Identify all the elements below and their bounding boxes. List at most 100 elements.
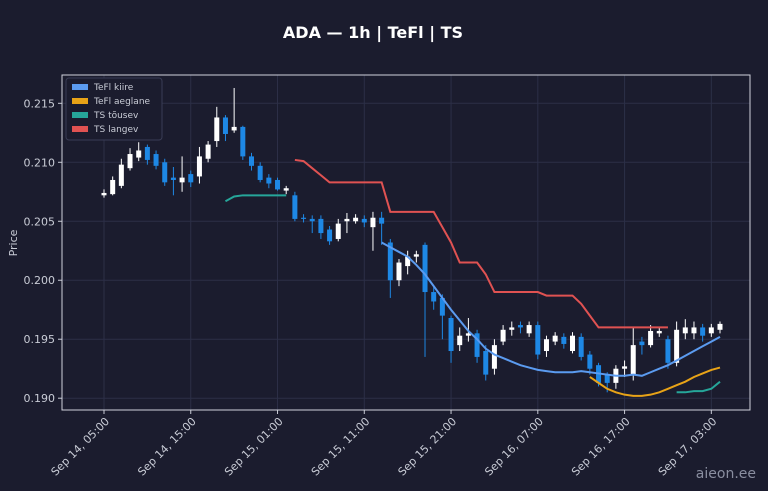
candle-body	[439, 297, 445, 316]
candle-body	[222, 117, 228, 134]
candle-body	[465, 333, 471, 336]
x-tick-label: Sep 15, 01:00	[222, 415, 286, 479]
candle-body	[266, 177, 272, 184]
y-tick-label: 0.210	[24, 156, 56, 169]
candle-body	[491, 345, 497, 369]
candle-body	[153, 154, 159, 166]
legend-swatch	[72, 98, 88, 104]
candle-body	[144, 146, 150, 160]
legend: TeFl kiire TeFl aeglane TS tõusev TS langev	[65, 77, 163, 141]
watermark: aieon.ee	[696, 466, 756, 482]
candle-body	[118, 164, 124, 186]
candle-body	[335, 223, 341, 239]
y-axis-label: Price	[7, 229, 20, 256]
candle-body	[205, 144, 211, 159]
candle-body	[353, 217, 359, 222]
candle-body	[656, 330, 662, 334]
candle-body	[179, 177, 185, 183]
legend-label: TS langev	[93, 125, 139, 135]
candle-body	[604, 374, 610, 383]
candle-body	[700, 327, 706, 336]
candle-body	[474, 333, 480, 357]
candle-body	[275, 179, 281, 190]
candle-body	[370, 217, 376, 228]
legend-label: TS tõusev	[93, 111, 139, 121]
legend-label: TeFl kiire	[93, 83, 134, 93]
candle-body	[483, 351, 489, 375]
candle-body	[682, 327, 688, 334]
indicator-line	[589, 366, 721, 397]
indicator-line	[381, 241, 721, 377]
candle-body	[396, 262, 402, 281]
candle-body	[648, 330, 654, 346]
legend-swatch	[72, 112, 88, 118]
candle-body	[587, 354, 593, 369]
legend-swatch	[72, 84, 88, 90]
candle-body	[387, 242, 393, 281]
y-tick-label: 0.190	[24, 392, 56, 405]
y-tick-label: 0.205	[24, 215, 56, 228]
candle-body	[196, 156, 202, 177]
candle-body	[674, 329, 680, 363]
candle-body	[622, 366, 628, 369]
indicator-line	[224, 194, 287, 203]
candle-body	[526, 325, 532, 334]
candle-body	[717, 323, 723, 330]
candle-body	[570, 335, 576, 352]
candle-body	[327, 229, 333, 242]
candle-body	[448, 317, 454, 352]
candle-body	[500, 329, 506, 342]
candle-body	[422, 244, 428, 293]
candle-body	[630, 345, 636, 375]
candle-body	[665, 339, 671, 363]
x-tick-label: Sep 16, 07:00	[482, 415, 546, 479]
candle-body	[405, 256, 411, 267]
candle-body	[283, 188, 289, 191]
legend-label: TeFl aeglane	[93, 97, 151, 107]
candle-body	[231, 126, 237, 131]
x-tick-label: Sep 14, 05:00	[49, 415, 113, 479]
candle-body	[344, 218, 350, 222]
x-tick-label: Sep 16, 17:00	[569, 415, 633, 479]
x-tick-label: Sep 14, 15:00	[135, 415, 199, 479]
candle-body	[309, 218, 315, 222]
candle-body	[170, 177, 176, 180]
indicator-line	[294, 158, 668, 329]
y-tick-label: 0.215	[24, 97, 56, 110]
y-tick-label: 0.195	[24, 333, 56, 346]
candle-body	[379, 217, 385, 224]
candle-body	[318, 218, 324, 234]
legend-swatch	[72, 126, 88, 132]
candle-body	[578, 336, 584, 357]
candle-body	[214, 117, 220, 142]
candle-body	[248, 156, 254, 166]
candle-body	[101, 192, 107, 196]
candle-body	[543, 339, 549, 352]
y-tick-label: 0.200	[24, 274, 56, 287]
x-tick-label: Sep 15, 11:00	[309, 415, 373, 479]
indicator-line	[676, 380, 721, 394]
candle-body	[708, 327, 714, 334]
candle-body	[535, 325, 541, 355]
candle-body	[240, 126, 246, 157]
candle-body	[691, 327, 697, 334]
candle-body	[457, 335, 463, 346]
candle-body	[552, 335, 558, 342]
candle-body	[639, 341, 645, 346]
candle-body	[413, 254, 419, 257]
candle-body	[561, 336, 567, 344]
candle-body	[188, 174, 194, 183]
candle-body	[361, 218, 367, 223]
candle-body	[162, 162, 168, 183]
candle-body	[110, 179, 116, 195]
plot-frame	[61, 74, 751, 411]
candle-body	[301, 217, 307, 219]
candle-body	[517, 325, 523, 328]
x-tick-label: Sep 15, 21:00	[396, 415, 460, 479]
candle-body	[509, 327, 515, 330]
candle-body	[127, 154, 133, 169]
candle-body	[136, 150, 142, 158]
candle-body	[431, 292, 437, 302]
